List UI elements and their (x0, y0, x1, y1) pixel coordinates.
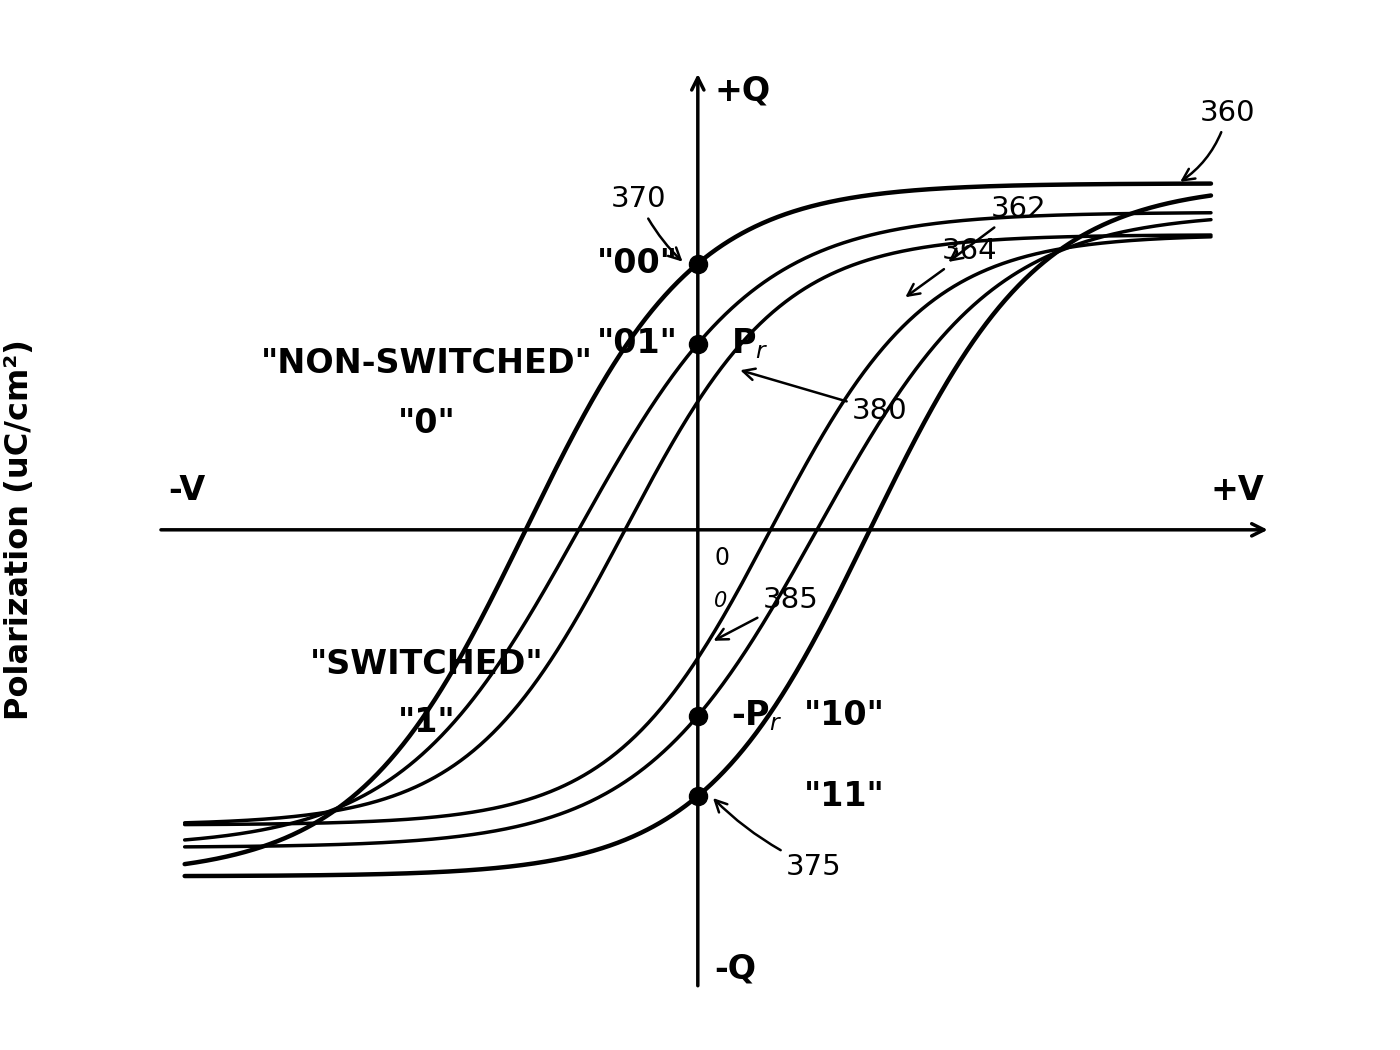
Text: 362: 362 (951, 195, 1047, 260)
Text: 0: 0 (714, 546, 729, 570)
Text: "NON-SWITCHED": "NON-SWITCHED" (260, 346, 592, 379)
Text: -P$_r$: -P$_r$ (731, 698, 783, 733)
Text: 385: 385 (715, 586, 819, 639)
Text: "1": "1" (398, 706, 455, 739)
Text: 0: 0 (714, 591, 728, 611)
Text: "00": "00" (596, 247, 678, 280)
Text: "SWITCHED": "SWITCHED" (309, 648, 543, 681)
Text: +Q: +Q (714, 75, 770, 107)
Text: 370: 370 (610, 186, 680, 259)
Text: "11": "11" (804, 779, 885, 813)
Text: "01": "01" (596, 328, 678, 360)
Text: Polarization (uC/cm²): Polarization (uC/cm²) (4, 339, 35, 720)
Text: "0": "0" (398, 407, 455, 440)
Text: 380: 380 (743, 369, 907, 425)
Text: +V: +V (1210, 475, 1264, 507)
Text: 375: 375 (715, 800, 841, 881)
Text: 364: 364 (907, 236, 997, 296)
Text: P$_r$: P$_r$ (731, 327, 769, 361)
Text: 360: 360 (1183, 99, 1256, 181)
Text: -V: -V (168, 475, 206, 507)
Text: -Q: -Q (714, 952, 756, 985)
Text: "10": "10" (804, 699, 885, 732)
